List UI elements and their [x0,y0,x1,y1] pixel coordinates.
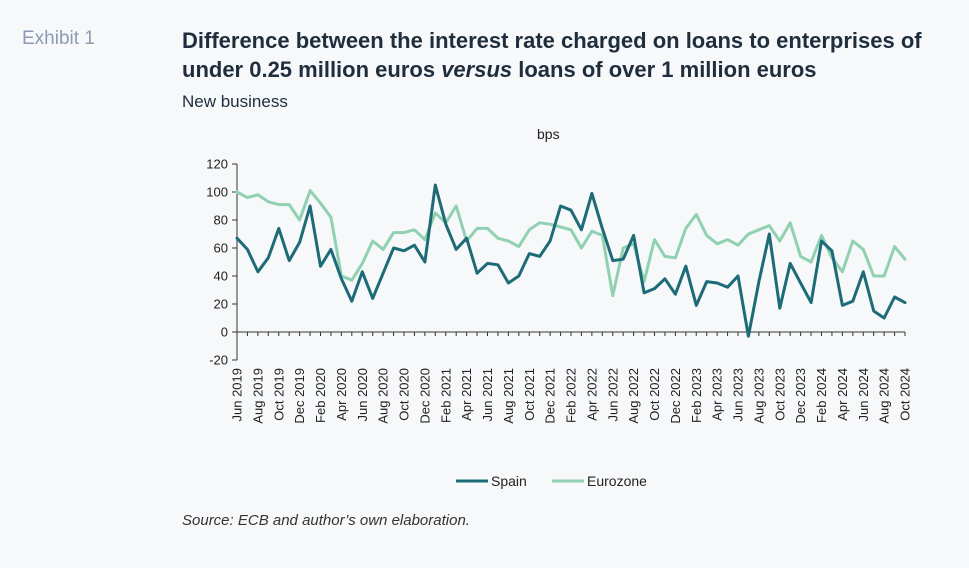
x-tick-label: Oct 2019 [271,368,286,421]
title-emphasis: versus [441,57,513,82]
x-tick-label: Jun 2024 [856,368,871,422]
exhibit-label: Exhibit 1 [22,28,95,49]
x-tick-label: Dec 2019 [292,368,307,424]
x-tick-label: Feb 2023 [689,368,704,423]
x-tick-label: Apr 2020 [334,368,349,421]
y-tick-label: 20 [214,297,228,312]
x-tick-label: Dec 2021 [543,368,558,424]
x-tick-label: Apr 2021 [459,368,474,421]
x-tick-label: Feb 2020 [313,368,328,423]
y-axis-unit-label: bps [537,126,560,142]
x-tick-label: Jun 2022 [605,368,620,422]
x-tick-label: Jun 2019 [230,368,245,422]
x-tick-label: Aug 2022 [626,368,641,424]
title-part-1: Difference between the interest rate cha… [182,28,922,82]
x-tick-label: Jun 2023 [731,368,746,422]
x-tick-label: Aug 2023 [751,368,766,424]
x-tick-label: Oct 2023 [772,368,787,421]
y-tick-label: -20 [209,353,228,368]
y-tick-label: 120 [206,157,228,172]
x-tick-label: Apr 2024 [835,368,850,421]
x-tick-label: Oct 2022 [647,368,662,421]
x-tick-label: Dec 2020 [417,368,432,424]
y-tick-label: 60 [214,241,228,256]
title-part-2: loans of over 1 million euros [512,57,817,82]
x-tick-label: Feb 2022 [564,368,579,423]
x-tick-label: Jun 2021 [480,368,495,422]
x-tick-label: Dec 2023 [793,368,808,424]
x-tick-label: Aug 2019 [250,368,265,424]
y-tick-label: 80 [214,213,228,228]
x-tick-label: Oct 2024 [898,368,913,421]
x-tick-label: Aug 2021 [501,368,516,424]
series-line-eurozone [235,189,907,298]
legend-label-eurozone: Eurozone [587,473,647,489]
x-tick-label: Oct 2021 [522,368,537,421]
x-tick-label: Feb 2021 [438,368,453,423]
x-tick-label: Aug 2024 [877,368,892,424]
chart-title: Difference between the interest rate cha… [182,26,952,84]
x-tick-label: Feb 2024 [814,368,829,423]
x-tick-label: Apr 2022 [584,368,599,421]
x-tick-label: Dec 2022 [668,368,683,424]
y-tick-label: 40 [214,269,228,284]
y-tick-label: 0 [221,325,228,340]
x-tick-label: Apr 2023 [710,368,725,421]
x-tick-label: Jun 2020 [355,368,370,422]
series-line-spain [235,183,907,338]
x-tick-label: Aug 2020 [376,368,391,424]
y-tick-label: 100 [206,185,228,200]
source-note: Source: ECB and author’s own elaboration… [182,512,470,529]
x-tick-label: Oct 2020 [397,368,412,421]
chart-subtitle: New business [182,92,288,111]
legend-label-spain: Spain [491,473,527,489]
